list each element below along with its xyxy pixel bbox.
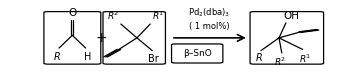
Text: Pd$_2$(dba)$_3$: Pd$_2$(dba)$_3$	[188, 7, 230, 19]
Text: $R^1$: $R^1$	[152, 9, 164, 22]
Text: $R^1$: $R^1$	[299, 52, 311, 65]
Text: R: R	[256, 53, 263, 63]
Text: β–SnO: β–SnO	[183, 49, 212, 58]
Text: O: O	[68, 8, 77, 18]
Text: Br: Br	[148, 54, 159, 64]
FancyBboxPatch shape	[171, 44, 223, 63]
FancyBboxPatch shape	[44, 12, 101, 64]
Text: $R^2$: $R^2$	[274, 56, 286, 68]
Text: R: R	[53, 52, 60, 62]
FancyBboxPatch shape	[250, 12, 324, 64]
Text: +: +	[96, 31, 107, 45]
FancyBboxPatch shape	[103, 12, 165, 64]
Text: OH: OH	[283, 11, 299, 21]
Text: H: H	[84, 52, 92, 62]
Text: $R^2$: $R^2$	[107, 9, 120, 22]
Text: ( 1 mol%): ( 1 mol%)	[189, 22, 229, 31]
